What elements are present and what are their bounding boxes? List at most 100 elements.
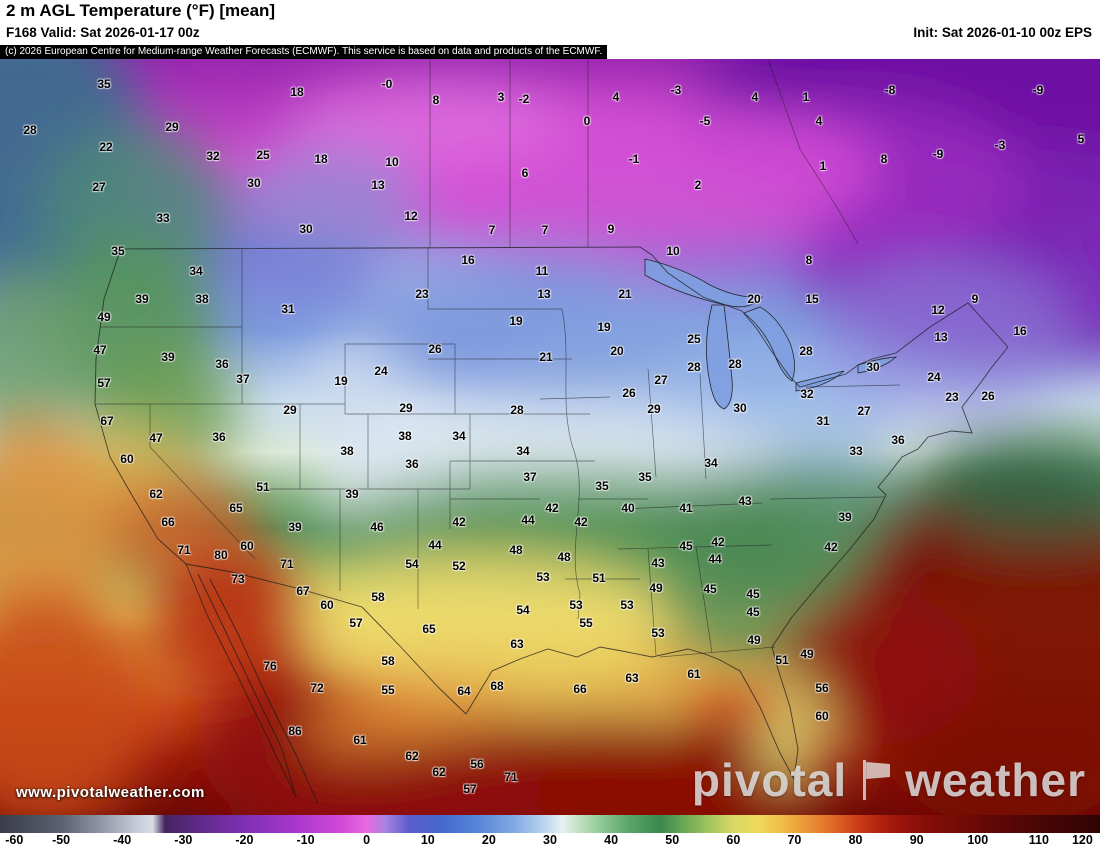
- temp-value-label: 40: [621, 501, 635, 515]
- temp-value-label: 60: [815, 709, 829, 723]
- temp-value-label: 30: [733, 401, 747, 415]
- temp-value-label: 45: [703, 582, 717, 596]
- temp-value-label: -2: [518, 92, 530, 106]
- state-borders: [95, 59, 901, 658]
- temp-value-label: 27: [92, 180, 106, 194]
- temp-value-label: 51: [775, 653, 789, 667]
- temp-value-label: 43: [738, 494, 752, 508]
- temp-value-label: 60: [320, 598, 334, 612]
- temp-value-label: 0: [583, 114, 591, 128]
- temp-value-label: 51: [592, 571, 606, 585]
- temperature-regions: [0, 59, 1100, 815]
- temp-value-label: 24: [927, 370, 941, 384]
- temp-value-label: -3: [670, 83, 682, 97]
- temp-value-label: 28: [23, 122, 37, 137]
- temp-value-label: 58: [371, 590, 385, 604]
- temp-value-label: 29: [283, 403, 297, 417]
- temp-value-label: 63: [625, 670, 639, 685]
- temp-value-label: 28: [728, 356, 742, 371]
- temp-value-label: 41: [679, 501, 693, 515]
- temp-value-label: 35: [638, 470, 652, 484]
- temp-value-label: 39: [288, 520, 302, 534]
- temp-value-label: 16: [1013, 324, 1027, 338]
- temp-value-label: 42: [824, 540, 838, 554]
- colorbar-gradient: [0, 815, 1100, 833]
- colorbar-tick-label: 100: [967, 833, 989, 847]
- temp-value-label: 62: [432, 765, 446, 779]
- temp-value-label: -8: [884, 83, 896, 97]
- temp-value-label: 13: [371, 178, 385, 192]
- watermark-url: www.pivotalweather.com: [16, 784, 205, 801]
- temp-value-label: 36: [215, 356, 229, 371]
- colorbar-tick-label: -50: [52, 833, 71, 847]
- temp-value-label: 56: [470, 757, 484, 771]
- coastline-borders: [94, 244, 1009, 805]
- temp-value-label: 4: [612, 90, 620, 104]
- colorbar-tick-label: -40: [113, 833, 132, 847]
- temp-value-label: 32: [800, 387, 814, 401]
- temp-value-label: 36: [212, 430, 226, 444]
- temp-value-label: 67: [296, 584, 310, 598]
- temp-value-label: 42: [711, 535, 725, 549]
- temp-value-label: 66: [161, 515, 175, 529]
- temp-value-label: 63: [510, 637, 524, 651]
- header: 2 m AGL Temperature (°F) [mean] F168 Val…: [0, 0, 1100, 59]
- temp-value-label: 34: [704, 456, 718, 470]
- temp-value-label: 19: [334, 374, 348, 388]
- temp-value-label: 30: [866, 360, 880, 374]
- temp-value-label: 68: [490, 679, 504, 693]
- temp-value-label: 22: [99, 140, 113, 154]
- temp-value-label: 29: [399, 401, 413, 415]
- temp-value-label: 57: [463, 782, 477, 796]
- temp-value-label: 4: [815, 114, 823, 128]
- temp-value-label: 57: [349, 616, 363, 630]
- colorbar-tick-label: 110: [1028, 833, 1049, 847]
- temp-value-label: 56: [815, 681, 829, 695]
- temp-value-label: 55: [381, 683, 395, 697]
- temp-value-label: 12: [404, 208, 418, 223]
- colorbar-tick-label: 120: [1071, 833, 1093, 847]
- temp-value-label: 31: [816, 414, 830, 428]
- temp-value-label: 61: [687, 667, 701, 681]
- temp-value-label: 19: [597, 319, 611, 334]
- pivotal-flag-icon: [861, 760, 891, 800]
- temp-value-label: 26: [428, 341, 442, 356]
- temp-value-label: 30: [299, 222, 313, 236]
- temp-value-label: 80: [214, 548, 228, 562]
- temp-value-label: 38: [195, 292, 209, 306]
- temp-value-label: 53: [536, 570, 550, 584]
- brand-word-weather: weather: [905, 754, 1086, 806]
- temp-value-label: 29: [647, 402, 661, 416]
- temp-value-label: 71: [177, 543, 191, 557]
- temp-value-label: 23: [415, 287, 429, 301]
- colorbar-tick-label: 40: [604, 833, 619, 847]
- temp-value-label: 49: [649, 580, 663, 595]
- temp-value-label: 20: [610, 344, 624, 358]
- temp-value-label: 3: [497, 90, 505, 104]
- temp-value-label: 72: [310, 681, 324, 695]
- temp-value-label: 8: [805, 253, 813, 267]
- temp-value-label: -5: [699, 114, 711, 128]
- temperature-field-art: [0, 59, 1100, 815]
- temp-value-label: 28: [687, 360, 701, 374]
- colorbar-tick-label: 70: [787, 833, 802, 847]
- colorbar-tick-label: -30: [174, 833, 193, 847]
- temp-value-label: 33: [849, 444, 863, 458]
- temp-value-label: 26: [622, 386, 636, 400]
- temp-value-label: 1: [802, 90, 810, 104]
- temp-value-label: 9: [971, 292, 979, 306]
- temp-value-label: 31: [281, 302, 295, 316]
- temp-value-label: 13: [934, 330, 948, 344]
- temp-value-label: 49: [800, 647, 814, 661]
- temp-value-label: 11: [535, 264, 549, 278]
- temp-value-label: 46: [370, 520, 384, 534]
- temp-value-label: 45: [746, 605, 760, 619]
- brand-word-pivotal: pivotal: [691, 754, 848, 806]
- temp-value-label: 53: [569, 598, 583, 612]
- temp-value-label: 62: [405, 749, 419, 763]
- temperature-values-layer: 35 18 -0 8 3 -2 4 -3 4 1 -8 -9 28 22 29 32 25 18 10 13 6 0 -5 4…: [0, 59, 1100, 815]
- temp-value-label: 7: [488, 223, 496, 237]
- temp-value-label: 9: [607, 222, 615, 236]
- temp-value-label: 48: [509, 543, 523, 557]
